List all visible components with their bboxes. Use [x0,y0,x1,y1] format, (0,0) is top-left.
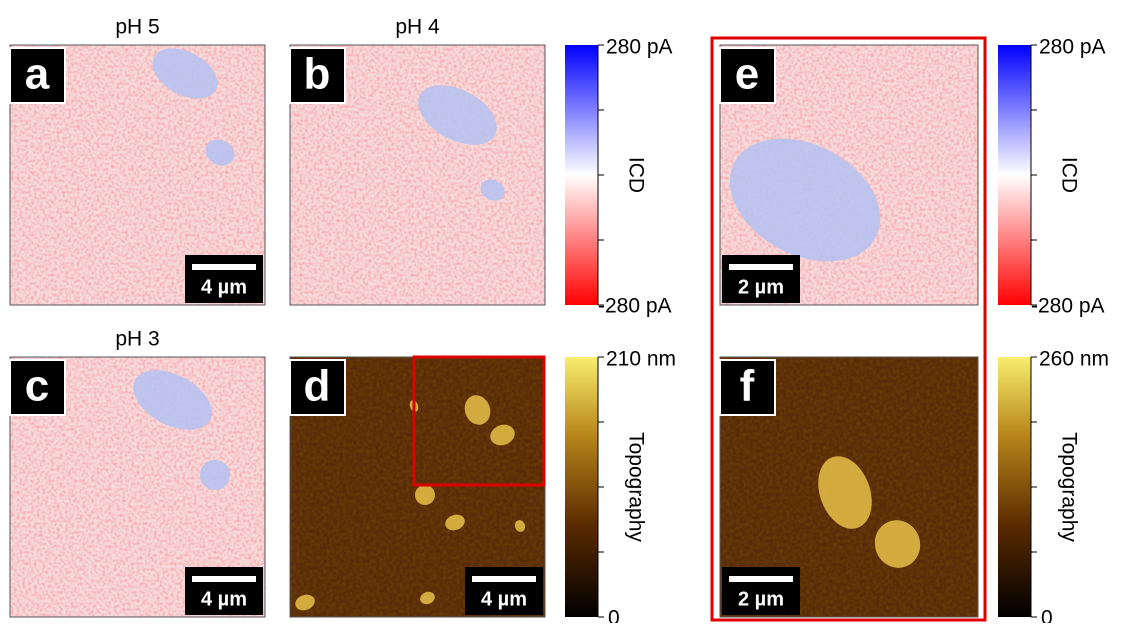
panel-title: pH 5 [115,16,159,39]
colorbar-gradient [998,45,1031,305]
scale-bar-label: 4 µm [201,276,247,298]
colorbar-gradient [565,357,598,617]
colorbar: 280 pA -280 pA ICD [998,36,1106,318]
panel-letter: f [740,362,755,411]
scale-bar-label: 4 µm [481,588,527,610]
colorbar-label: Topography [1057,432,1080,542]
scale-bar [729,576,793,582]
colorbar: 210 nm 0 Topography [565,348,676,623]
colorbar-label: ICD [624,157,647,193]
image-panel: d 4 µm [290,357,545,617]
colorbar-max: 280 pA [1039,36,1106,59]
colorbar-label: Topography [624,432,647,542]
colorbar-max: 210 nm [606,348,676,371]
colorbar-max: 280 pA [606,36,673,59]
colorbar-min: -280 pA [598,295,672,318]
image-panel: a pH 5 4 µm [10,16,265,305]
image-panel: c pH 3 4 µm [10,328,265,617]
scale-bar [729,264,793,270]
panel-title: pH 4 [395,16,440,39]
image-panel: b pH 4 [290,16,545,305]
figure: a pH 5 4 µm b pH 4 c pH 3 4 µm d 4 µm e 2 µm f 2 µm 28… [0,0,1148,623]
colorbar-min: 0 [1041,607,1053,623]
scale-bar [192,264,256,270]
image-panel: f 2 µm [720,357,978,617]
scale-bar-label: 2 µm [738,276,784,298]
colorbar-gradient [565,45,598,305]
scale-bar [192,576,256,582]
colorbar-min: -280 pA [1031,295,1105,318]
scale-bar [472,576,536,582]
panel-title: pH 3 [115,328,159,351]
scale-bar-label: 2 µm [738,588,784,610]
panel-letter: e [735,50,759,99]
colorbar-gradient [998,357,1031,617]
colorbar-max: 260 nm [1039,348,1109,371]
colorbar: 260 nm 0 Topography [998,348,1109,623]
panel-letter: c [25,362,49,411]
colorbar: 280 pA -280 pA ICD [565,36,673,318]
image-panel: e 2 µm [709,45,978,305]
panel-letter: d [304,362,331,411]
panel-letter: b [304,50,331,99]
panel-letter: a [25,50,50,99]
colorbar-min: 0 [608,607,620,623]
scale-bar-label: 4 µm [201,588,247,610]
colorbar-label: ICD [1057,157,1080,193]
